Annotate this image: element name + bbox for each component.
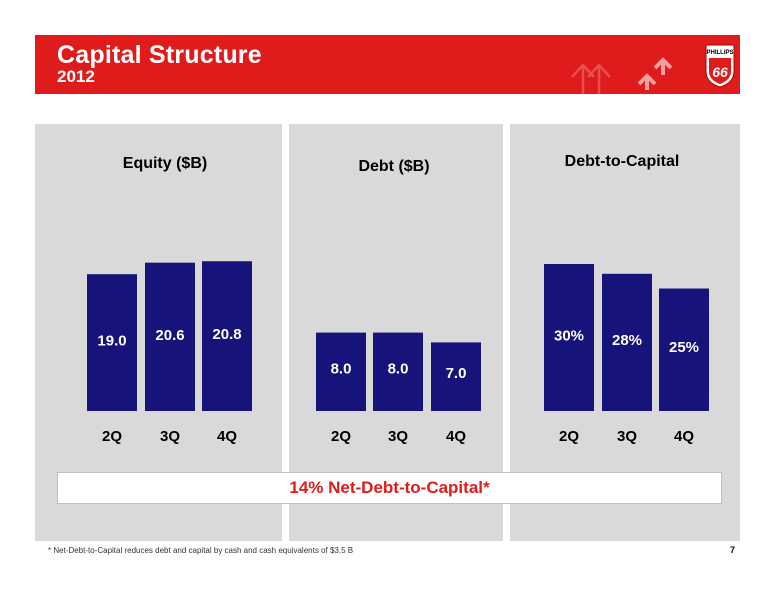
bar-value-label: 19.0 xyxy=(97,332,126,349)
category-tick-label: 2Q xyxy=(102,428,122,445)
page-number: 7 xyxy=(730,545,736,555)
page-title: Capital Structure xyxy=(57,41,262,69)
bar-value-label: 20.6 xyxy=(155,327,184,344)
decorative-arrows xyxy=(571,57,673,94)
bar-3q xyxy=(145,262,195,411)
logo-brand-text: PHILLIPS xyxy=(706,50,733,56)
phillips-66-logo: PHILLIPS 66 xyxy=(705,44,735,88)
bar-value-label: 25% xyxy=(669,339,699,356)
category-tick-label: 3Q xyxy=(160,428,180,445)
bar-4q xyxy=(202,261,252,411)
chart-title: Debt ($B) xyxy=(358,158,429,175)
category-tick-label: 4Q xyxy=(217,428,237,445)
bar-value-label: 20.8 xyxy=(212,326,241,343)
header-banner: PHILLIPS 66 Capital Structure 2012 xyxy=(35,35,740,94)
logo-number-text: 66 xyxy=(712,64,728,80)
bar-value-label: 28% xyxy=(612,332,642,349)
category-tick-label: 3Q xyxy=(617,428,637,445)
category-tick-label: 4Q xyxy=(674,428,694,445)
bar-4q xyxy=(431,342,481,411)
category-tick-label: 2Q xyxy=(331,428,351,445)
bar-2q xyxy=(87,274,137,411)
category-tick-label: 4Q xyxy=(446,428,466,445)
bar-value-label: 8.0 xyxy=(388,360,409,377)
bar-value-label: 7.0 xyxy=(446,365,467,382)
bar-3q xyxy=(373,332,423,411)
bar-2q xyxy=(316,332,366,411)
bar-value-label: 8.0 xyxy=(331,360,352,377)
bar-2q xyxy=(544,264,594,411)
chart-title: Equity ($B) xyxy=(123,155,207,172)
page-subtitle: 2012 xyxy=(57,67,95,86)
bar-value-label: 30% xyxy=(554,327,584,344)
footnote: * Net-Debt-to-Capital reduces debt and c… xyxy=(48,546,354,555)
bar-4q xyxy=(659,288,709,411)
net-debt-to-capital-box: 14% Net-Debt-to-Capital* xyxy=(57,472,722,504)
bar-3q xyxy=(602,273,652,411)
debt-panel xyxy=(289,124,503,541)
chart-title: Debt-to-Capital xyxy=(565,153,680,170)
category-tick-label: 2Q xyxy=(559,428,579,445)
category-tick-label: 3Q xyxy=(388,428,408,445)
